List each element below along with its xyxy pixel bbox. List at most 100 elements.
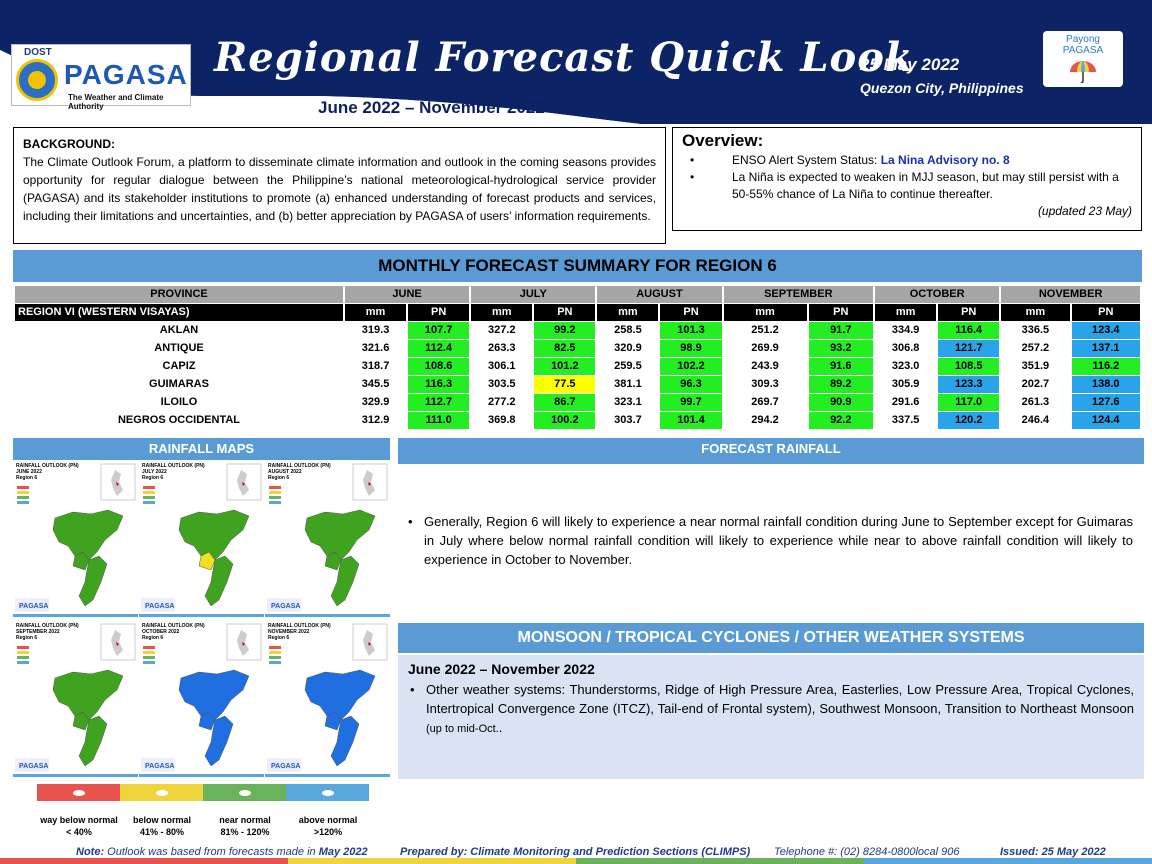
month-header: AUGUST bbox=[597, 286, 722, 303]
mm-header: mm bbox=[875, 304, 937, 321]
pn-value: 108.6 bbox=[408, 358, 470, 375]
overview-updated: (updated 23 May) bbox=[1037, 204, 1132, 218]
pn-value: 121.7 bbox=[938, 340, 1000, 357]
mm-value: 305.9 bbox=[875, 376, 937, 393]
svg-text:PAGASA: PAGASA bbox=[271, 763, 300, 770]
footer-note: Note: Outlook was based from forecasts m… bbox=[76, 846, 368, 858]
map-label-line: Region 6 bbox=[268, 475, 290, 481]
pn-value: 99.7 bbox=[660, 394, 722, 411]
pn-value: 102.2 bbox=[660, 358, 722, 375]
issue-place: Quezon City, Philippines bbox=[860, 80, 1024, 96]
table-row: AKLAN 319.3 107.7 327.2 99.2 258.5 101.3 251.2 9… bbox=[15, 322, 1140, 339]
mm-value: 303.7 bbox=[597, 412, 659, 429]
summary-title: MONTHLY FORECAST SUMMARY FOR REGION 6 bbox=[13, 250, 1142, 282]
legend-range: >120% bbox=[313, 827, 343, 837]
pn-value: 86.7 bbox=[534, 394, 596, 411]
table-row: ILOILO 329.9 112.7 277.2 86.7 323.1 99.7 269.7 9… bbox=[15, 394, 1140, 411]
bullet: • bbox=[410, 682, 415, 697]
mm-value: 309.3 bbox=[723, 376, 807, 393]
svg-text:PAGASA: PAGASA bbox=[271, 603, 300, 610]
legend-label: above normal >120% bbox=[278, 814, 378, 838]
mm-value: 323.1 bbox=[597, 394, 659, 411]
lanina-text: La Niña is expected to weaken in MJJ sea… bbox=[732, 170, 1119, 201]
payong-line1: Payong bbox=[1066, 34, 1100, 45]
mm-value: 320.9 bbox=[597, 340, 659, 357]
footer-color-bar bbox=[0, 858, 1152, 864]
overview-heading: Overview: bbox=[682, 131, 764, 150]
legend-category: above normal bbox=[298, 815, 358, 825]
map-label-line: Region 6 bbox=[268, 635, 290, 641]
monsoon-note: (up to mid-Oct. bbox=[426, 723, 499, 735]
pn-value: 138.0 bbox=[1071, 376, 1140, 393]
footer-prepared: Prepared by: Climate Monitoring and Pred… bbox=[400, 846, 751, 858]
map-label-line: RAINFALL OUTLOOK (PN) bbox=[142, 463, 205, 469]
mm-value: 381.1 bbox=[597, 376, 659, 393]
map-label-line: Region 6 bbox=[16, 635, 38, 641]
pn-value: 124.4 bbox=[1071, 412, 1140, 429]
legend-range: 81% - 120% bbox=[220, 827, 270, 837]
mm-value: 306.1 bbox=[471, 358, 533, 375]
pn-value: 108.5 bbox=[938, 358, 1000, 375]
pagasa-seal-icon bbox=[16, 59, 58, 101]
overview-item-lanina: • La Niña is expected to weaken in MJJ s… bbox=[682, 169, 1132, 203]
svg-text:PAGASA: PAGASA bbox=[145, 763, 174, 770]
map-label-line: JULY 2022 bbox=[142, 469, 167, 475]
table-row: GUIMARAS 345.5 116.3 303.5 77.5 381.1 96.3 309.… bbox=[15, 376, 1140, 393]
pn-value: 137.1 bbox=[1071, 340, 1140, 357]
payong-pagasa-logo: Payong PAGASA bbox=[1043, 31, 1123, 87]
mm-value: 337.5 bbox=[875, 412, 937, 429]
pn-value: 116.3 bbox=[408, 376, 470, 393]
forecast-summary-table: PROVINCE JUNE JULY AUGUST SEPTEMBER OCTOBER NO… bbox=[13, 285, 1142, 430]
map-label-line: RAINFALL OUTLOOK (PN) bbox=[142, 623, 205, 629]
umbrella-icon bbox=[1070, 61, 1096, 84]
province-name: CAPIZ bbox=[15, 358, 343, 375]
pn-value: 112.4 bbox=[408, 340, 470, 357]
mm-value: 259.5 bbox=[597, 358, 659, 375]
mm-value: 351.9 bbox=[1001, 358, 1070, 375]
logo-dost-text: DOST bbox=[24, 47, 52, 58]
pn-value: 92.2 bbox=[808, 412, 874, 429]
mm-value: 321.6 bbox=[345, 340, 407, 357]
mm-value: 336.5 bbox=[1001, 322, 1070, 339]
pn-header: PN bbox=[534, 304, 596, 321]
table-row: NEGROS OCCIDENTAL 312.9 111.0 369.8 100.2 303… bbox=[15, 412, 1140, 429]
map-label-line: RAINFALL OUTLOOK (PN) bbox=[268, 623, 331, 629]
table-row: ANTIQUE 321.6 112.4 263.3 82.5 320.9 98.9 269.9… bbox=[15, 340, 1140, 357]
region6-map-icon: PAGASA bbox=[265, 463, 390, 617]
header: DOST PAGASA The Weather and Climate Auth… bbox=[0, 0, 1152, 124]
pn-header: PN bbox=[938, 304, 1000, 321]
month-header: NOVEMBER bbox=[1001, 286, 1140, 303]
background-text: The Climate Outlook Forum, a platform to… bbox=[23, 155, 656, 223]
legend-category: way below normal bbox=[40, 815, 118, 825]
mm-value: 294.2 bbox=[723, 412, 807, 429]
map-label-line: RAINFALL OUTLOOK (PN) bbox=[268, 463, 331, 469]
monsoon-body: Other weather systems: Thunderstorms, Ri… bbox=[426, 682, 1134, 716]
pn-value: 127.6 bbox=[1071, 394, 1140, 411]
mm-header: mm bbox=[597, 304, 659, 321]
mm-value: 327.2 bbox=[471, 322, 533, 339]
mm-value: 269.7 bbox=[723, 394, 807, 411]
cloud-icon bbox=[72, 790, 85, 796]
mm-header: mm bbox=[1001, 304, 1070, 321]
bullet: • bbox=[408, 514, 413, 529]
forecast-rainfall-text: • Generally, Region 6 will likely to exp… bbox=[406, 512, 1133, 569]
background-heading: BACKGROUND: bbox=[23, 137, 115, 151]
pn-value: 101.2 bbox=[534, 358, 596, 375]
rainfall-maps-grid: RAINFALL OUTLOOK (PN) JUNE 2022 Region 6 PA… bbox=[13, 460, 390, 780]
map-label-line: Region 6 bbox=[16, 475, 38, 481]
region6-map-icon: PAGASA bbox=[265, 623, 390, 777]
mm-value: 312.9 bbox=[345, 412, 407, 429]
pn-value: 90.9 bbox=[808, 394, 874, 411]
footer: Note: Outlook was based from forecasts m… bbox=[0, 846, 1152, 860]
table-row: CAPIZ 318.7 108.6 306.1 101.2 259.5 102.2 243.9… bbox=[15, 358, 1140, 375]
cloud-icon bbox=[155, 790, 168, 796]
legend-range: < 40% bbox=[66, 827, 92, 837]
table-subheader-row: REGION VI (WESTERN VISAYAS) mm PN mm PN mm PN m… bbox=[15, 304, 1140, 321]
pn-value: 93.2 bbox=[808, 340, 874, 357]
mm-value: 202.7 bbox=[1001, 376, 1070, 393]
rainfall-map: RAINFALL OUTLOOK (PN) JUNE 2022 Region 6 PA… bbox=[13, 460, 138, 618]
enso-status-label: ENSO Alert System Status: bbox=[732, 153, 881, 167]
legend-range: 41% - 80% bbox=[139, 827, 185, 837]
pn-value: 111.0 bbox=[408, 412, 470, 429]
province-name: NEGROS OCCIDENTAL bbox=[15, 412, 343, 429]
